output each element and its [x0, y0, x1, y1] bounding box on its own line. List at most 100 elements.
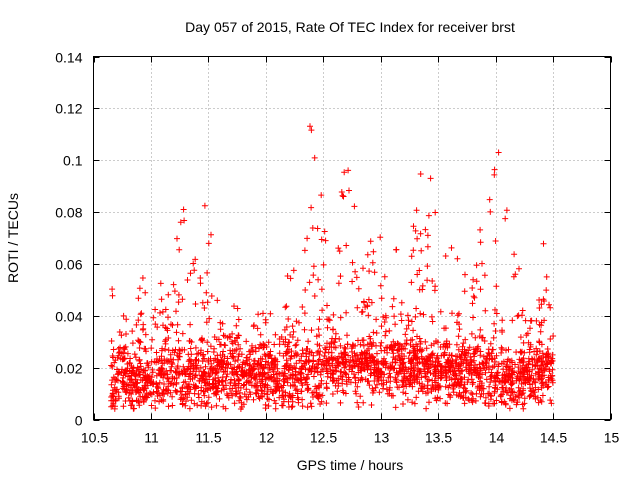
data-point: [549, 366, 556, 373]
data-point: [218, 366, 224, 373]
data-point: [443, 338, 450, 345]
data-point: [450, 389, 457, 396]
data-point: [509, 371, 516, 378]
data-point: [251, 374, 258, 381]
data-point: [304, 235, 311, 242]
data-point: [486, 196, 493, 203]
data-point: [160, 398, 167, 405]
x-tick-labels: 10.5 11 11.5 12 12.5 13 13.5 14 14.5 15: [81, 430, 620, 446]
data-point: [471, 294, 478, 301]
data-point: [149, 366, 156, 373]
data-point: [452, 353, 459, 360]
data-point: [293, 352, 300, 359]
data-point: [510, 273, 517, 280]
data-point: [498, 344, 505, 351]
data-point: [233, 322, 240, 329]
data-point: [157, 280, 164, 287]
data-point: [526, 377, 532, 384]
data-point: [470, 293, 477, 300]
data-point: [290, 382, 296, 389]
data-point: [237, 395, 244, 401]
data-point: [184, 394, 191, 401]
chart-title: Day 057 of 2015, Rate Of TEC Index for r…: [185, 19, 515, 35]
data-point: [474, 347, 481, 354]
data-point: [415, 366, 422, 373]
data-point: [540, 353, 547, 360]
data-point: [422, 338, 429, 345]
data-point: [177, 219, 184, 226]
data-point: [455, 376, 462, 383]
data-point: [520, 373, 527, 380]
data-point: [129, 328, 136, 335]
data-point: [519, 390, 525, 397]
data-point: [228, 338, 235, 345]
data-point: [292, 342, 299, 349]
data-point: [318, 236, 325, 243]
data-point: [181, 217, 188, 224]
data-point: [540, 240, 547, 247]
data-point: [120, 374, 127, 381]
data-point: [311, 389, 317, 396]
data-point: [240, 382, 247, 389]
data-point: [136, 357, 143, 364]
data-point: [453, 341, 460, 348]
data-point: [154, 383, 161, 390]
data-point: [382, 328, 389, 335]
data-point: [131, 371, 138, 378]
data-point: [222, 333, 228, 340]
data-point: [337, 342, 344, 349]
data-point: [143, 394, 150, 401]
data-point: [349, 354, 356, 360]
data-point: [192, 301, 199, 307]
data-point: [461, 346, 468, 353]
data-point: [517, 334, 524, 341]
data-point: [316, 384, 322, 391]
data-point: [187, 376, 194, 383]
data-point: [370, 329, 377, 336]
data-point: [313, 333, 320, 340]
data-point: [173, 389, 180, 395]
data-point: [547, 304, 554, 311]
data-point: [432, 209, 439, 216]
data-point: [235, 377, 242, 384]
data-point: [318, 192, 325, 199]
data-point: [233, 388, 240, 395]
data-point: [301, 310, 308, 317]
data-point: [368, 402, 375, 408]
data-point: [402, 390, 409, 397]
data-point: [549, 372, 556, 379]
data-point: [167, 389, 174, 396]
data-point: [179, 296, 186, 303]
data-point: [198, 372, 205, 379]
data-point: [181, 346, 188, 353]
data-point: [140, 369, 147, 376]
data-point: [158, 353, 165, 360]
data-point: [489, 356, 496, 363]
data-point: [201, 305, 208, 311]
data-point: [317, 348, 324, 355]
data-point: [505, 389, 511, 396]
data-point: [315, 276, 322, 283]
data-point: [335, 280, 342, 287]
y-tick-label: 0.12: [55, 101, 82, 117]
data-point: [352, 352, 359, 359]
data-point: [176, 353, 183, 360]
data-point: [407, 358, 414, 365]
data-point: [454, 255, 461, 262]
data-point: [487, 208, 494, 215]
data-point: [157, 309, 163, 316]
data-point: [283, 375, 290, 382]
data-point: [469, 300, 476, 307]
data-point: [380, 377, 387, 384]
data-point: [272, 356, 279, 363]
data-point: [486, 383, 493, 390]
data-point: [337, 273, 344, 280]
data-point: [184, 388, 191, 395]
data-point: [400, 359, 407, 366]
data-point: [271, 341, 278, 348]
data-point: [255, 360, 261, 367]
data-point: [550, 333, 557, 339]
data-point: [377, 282, 384, 289]
data-point: [267, 348, 274, 355]
data-point: [216, 379, 223, 386]
